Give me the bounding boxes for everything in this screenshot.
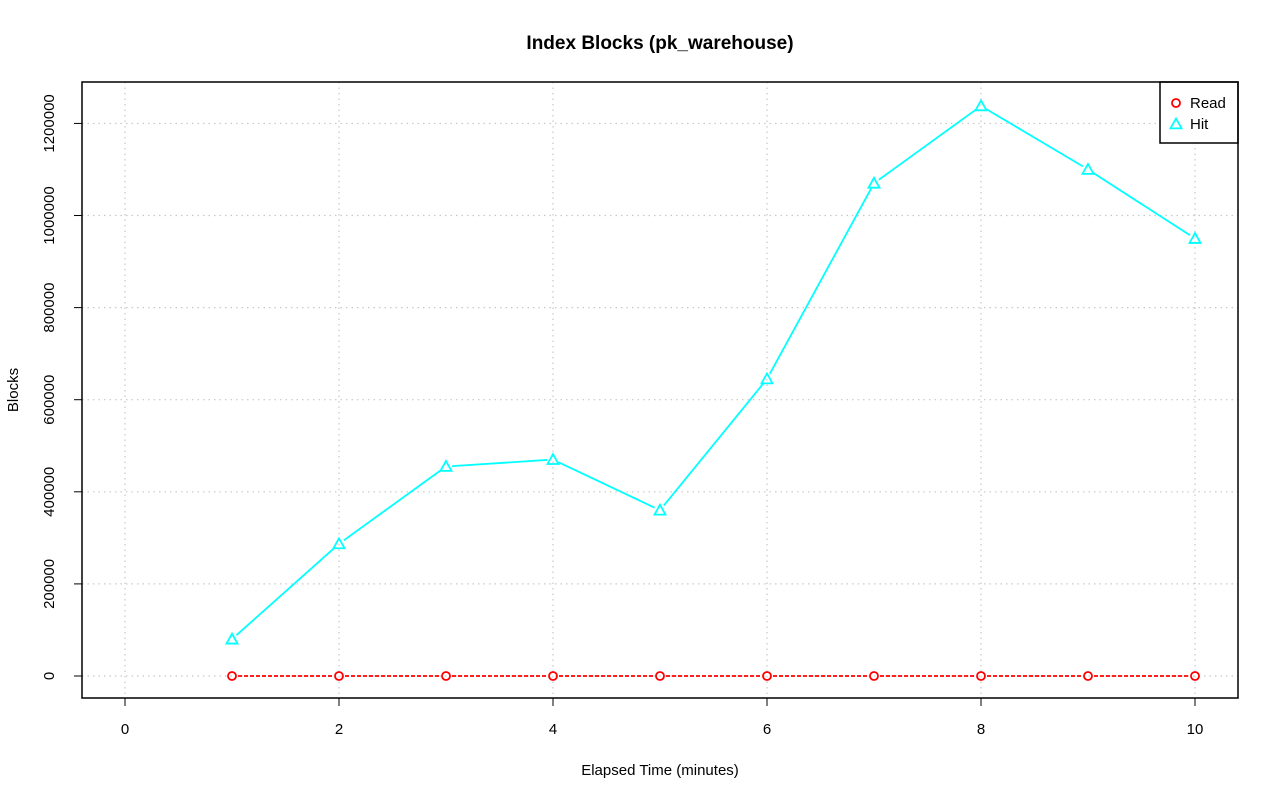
series-segment [451, 459, 548, 467]
legend-label-hit: Hit [1190, 116, 1209, 133]
x-tick-label: 0 [121, 721, 129, 738]
chart-title: Index Blocks (pk_warehouse) [526, 33, 793, 54]
x-tick-label: 10 [1187, 721, 1204, 738]
series-hit [224, 98, 1203, 645]
data-point-hit [866, 175, 882, 189]
grid [82, 82, 1238, 698]
legend-box [1159, 81, 1239, 144]
data-point-read [1083, 671, 1093, 681]
data-point-hit [652, 502, 668, 516]
data-point-read [227, 671, 237, 681]
data-point-hit [973, 98, 989, 112]
y-tick-label: 1200000 [41, 94, 58, 152]
data-point-read [334, 671, 344, 681]
x-axis-label: Elapsed Time (minutes) [581, 762, 739, 779]
series-segment [985, 108, 1084, 168]
data-point-read [655, 671, 665, 681]
legend-label-read: Read [1190, 95, 1226, 112]
data-point-read [869, 671, 879, 681]
data-point-hit [438, 459, 454, 472]
x-tick-label: 2 [335, 721, 343, 738]
data-point-hit [1187, 231, 1203, 244]
y-tick-label: 800000 [41, 283, 58, 333]
y-tick-label: 600000 [41, 375, 58, 425]
data-point-read [1190, 671, 1200, 681]
x-tick-label: 4 [549, 721, 557, 738]
axes: 0 2 4 6 8 10 0 200000 400000 600000 800000 1000000 1… [41, 94, 1203, 738]
series-segment [663, 383, 764, 507]
data-point-hit [331, 536, 347, 550]
y-tick-label: 1000000 [41, 186, 58, 244]
plot-frame [81, 81, 1239, 699]
legend-marker-read [1171, 98, 1181, 108]
data-point-read [762, 671, 772, 681]
data-point-read [441, 671, 451, 681]
series-segment [343, 469, 442, 542]
series-layer [224, 98, 1203, 681]
y-tick-label: 200000 [41, 559, 58, 609]
series-segment [235, 547, 336, 636]
series-segment [558, 461, 655, 509]
legend-marker-hit [1168, 116, 1184, 130]
data-point-hit [224, 631, 240, 645]
series-segment [769, 188, 872, 375]
data-point-hit [759, 371, 775, 385]
series-segment [878, 108, 977, 181]
legend: Read Hit [1159, 81, 1239, 144]
y-tick-label: 0 [41, 672, 58, 680]
x-tick-label: 8 [977, 721, 985, 738]
series-segment [1092, 171, 1191, 237]
data-point-hit [545, 452, 561, 465]
x-tick-label: 6 [763, 721, 771, 738]
data-point-hit [1080, 162, 1096, 175]
series-read [227, 671, 1200, 681]
data-point-read [548, 671, 558, 681]
data-point-read [976, 671, 986, 681]
y-tick-label: 400000 [41, 467, 58, 517]
y-axis-label: Blocks [5, 368, 22, 412]
